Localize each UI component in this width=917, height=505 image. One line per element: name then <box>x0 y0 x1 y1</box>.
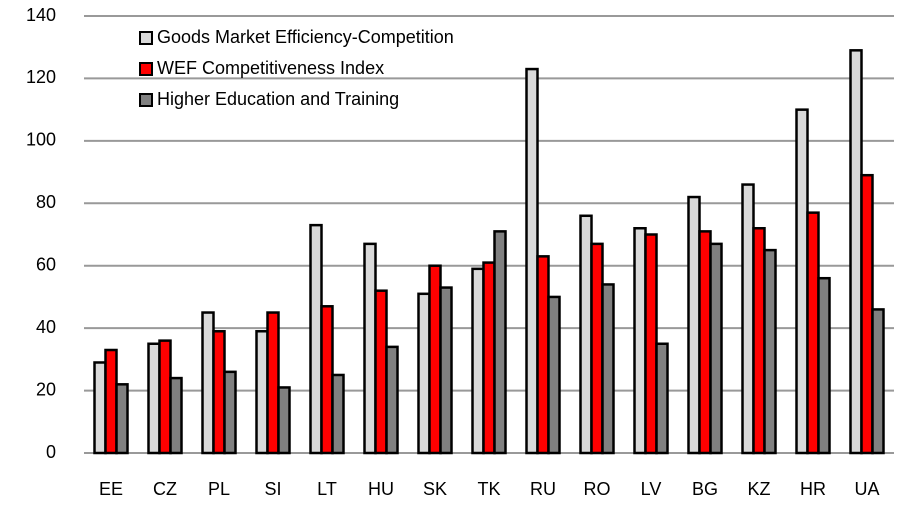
legend-swatch <box>139 62 153 76</box>
bar <box>471 267 485 455</box>
bar <box>579 214 593 455</box>
bar <box>104 348 118 455</box>
bar <box>255 330 269 455</box>
bar <box>698 230 712 455</box>
bar <box>849 49 863 455</box>
legend-swatch <box>139 93 153 107</box>
x-tick-label: UA <box>854 479 879 499</box>
x-tick-label: SI <box>264 479 281 499</box>
x-tick-label: CZ <box>153 479 177 499</box>
legend-swatch <box>139 31 153 45</box>
x-tick-label: LV <box>641 479 662 499</box>
bar <box>309 223 323 455</box>
bar <box>806 211 820 455</box>
bar <box>158 339 172 455</box>
x-tick-label: SK <box>423 479 447 499</box>
y-tick-label: 20 <box>36 379 56 399</box>
bar <box>601 283 615 455</box>
bar <box>633 227 647 455</box>
y-tick-label: 40 <box>36 317 56 337</box>
bar <box>385 345 399 455</box>
bar <box>223 370 237 455</box>
bar <box>644 233 658 455</box>
x-tick-label: EE <box>99 479 123 499</box>
x-tick-label: RO <box>584 479 611 499</box>
bar <box>277 386 291 455</box>
bar <box>201 311 215 455</box>
bar <box>93 361 107 455</box>
bar <box>752 227 766 455</box>
x-tick-label: HR <box>800 479 826 499</box>
bar <box>428 264 442 455</box>
bar <box>741 183 755 455</box>
x-tick-label: TK <box>477 479 500 499</box>
bar <box>482 261 496 455</box>
bar <box>547 295 561 455</box>
bar <box>147 342 161 455</box>
bar <box>763 248 777 455</box>
bar <box>363 242 377 455</box>
bar <box>212 330 226 455</box>
x-tick-label: PL <box>208 479 230 499</box>
x-tick-label: KZ <box>747 479 770 499</box>
bar <box>439 286 453 455</box>
bar <box>536 255 550 455</box>
bar <box>590 242 604 455</box>
legend-label: Goods Market Efficiency-Competition <box>157 27 454 47</box>
bar <box>525 67 539 455</box>
y-tick-label: 60 <box>36 254 56 274</box>
bar <box>871 308 885 455</box>
bar <box>266 311 280 455</box>
bar <box>709 242 723 455</box>
y-tick-label: 100 <box>26 130 56 150</box>
x-tick-label: BG <box>692 479 718 499</box>
x-tick-label: LT <box>317 479 337 499</box>
y-tick-label: 80 <box>36 192 56 212</box>
bar <box>331 373 345 455</box>
bar <box>115 383 129 455</box>
bar <box>655 342 669 455</box>
x-tick-label: HU <box>368 479 394 499</box>
bar <box>817 276 831 455</box>
y-tick-label: 0 <box>46 442 56 462</box>
bar <box>169 376 183 455</box>
bar <box>374 289 388 455</box>
legend-label: Higher Education and Training <box>157 89 399 109</box>
x-tick-label: RU <box>530 479 556 499</box>
bar <box>795 108 809 455</box>
legend-label: WEF Competitiveness Index <box>157 58 384 78</box>
bar <box>687 195 701 455</box>
bar <box>320 305 334 455</box>
bar <box>493 230 507 455</box>
y-tick-label: 140 <box>26 5 56 25</box>
bar <box>860 173 874 455</box>
y-tick-label: 120 <box>26 67 56 87</box>
bar <box>417 292 431 455</box>
